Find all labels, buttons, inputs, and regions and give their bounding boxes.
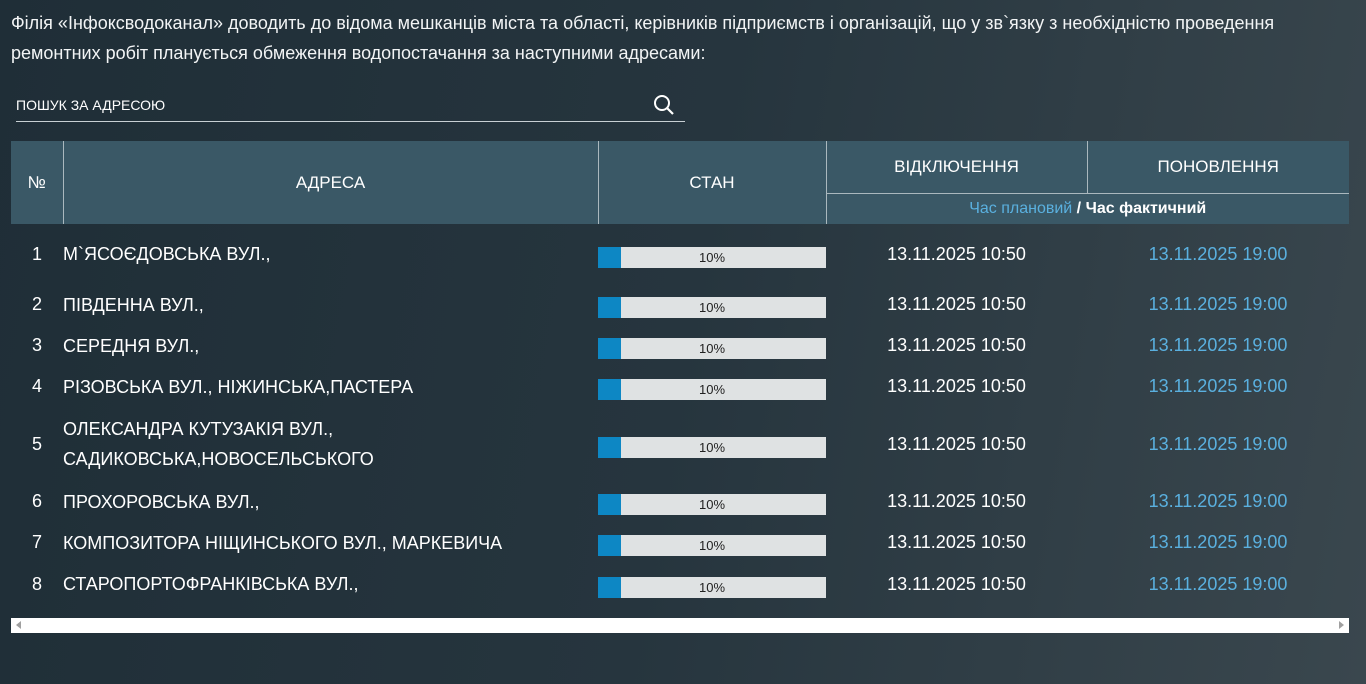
- table-row: 4 РІЗОВСЬКА ВУЛ., НІЖИНСЬКА,ПАСТЕРА 10% …: [11, 366, 1349, 407]
- table-row: 2 ПІВДЕННА ВУЛ., 10% 13.11.2025 10:50 13…: [11, 284, 1349, 325]
- row-status: 10%: [598, 366, 826, 407]
- row-status: 10%: [598, 284, 826, 325]
- table-row: 6 ПРОХОРОВСЬКА ВУЛ., 10% 13.11.2025 10:5…: [11, 481, 1349, 522]
- progress-fill: [598, 436, 621, 458]
- row-status: 10%: [598, 563, 826, 605]
- row-restore-time: 13.11.2025 19:00: [1148, 243, 1288, 264]
- header-num: №: [11, 141, 64, 224]
- row-restore-time: 13.11.2025 19:00: [1148, 491, 1288, 511]
- row-number: 8: [31, 573, 42, 594]
- progress-bar: 10%: [598, 576, 826, 598]
- row-address: СТАРОПОРТОФРАНКІВСЬКА ВУЛ.,: [63, 574, 359, 594]
- header-restore: ПОНОВЛЕННЯ: [1087, 141, 1349, 193]
- row-number: 1: [31, 243, 42, 264]
- row-number: 6: [31, 491, 42, 511]
- progress-fill: [598, 576, 621, 598]
- progress-fill: [598, 297, 621, 318]
- row-address: ПРОХОРОВСЬКА ВУЛ.,: [63, 491, 260, 512]
- table-row: 5 ОЛЕКСАНДРА КУТУЗАКІЯ ВУЛ., САДИКОВСЬКА…: [11, 407, 1349, 481]
- progress-bar: 10%: [598, 246, 826, 268]
- row-status: 10%: [598, 407, 826, 481]
- scroll-right-icon[interactable]: [1339, 621, 1344, 629]
- row-address: СЕРЕДНЯ ВУЛ.,: [63, 335, 200, 356]
- intro-text: Філія «Інфоксводоканал» доводить до відо…: [11, 13, 1275, 63]
- progress-fill: [598, 535, 621, 556]
- row-address: РІЗОВСЬКА ВУЛ., НІЖИНСЬКА,ПАСТЕРА: [63, 376, 414, 397]
- row-restore-time: 13.11.2025 19:00: [1148, 294, 1288, 314]
- table-row: 8 СТАРОПОРТОФРАНКІВСЬКА ВУЛ., 10% 13.11.…: [11, 563, 1349, 605]
- row-number: 4: [31, 376, 42, 396]
- header-status: СТАН: [598, 141, 827, 224]
- header-off: ВІДКЛЮЧЕННЯ: [826, 141, 1088, 193]
- row-address: ПІВДЕННА ВУЛ.,: [63, 294, 204, 315]
- scroll-left-icon[interactable]: [16, 621, 21, 629]
- row-off-time: 13.11.2025 10:50: [887, 573, 1026, 594]
- progress-fill: [598, 338, 621, 359]
- progress-fill: [598, 246, 621, 268]
- row-number: 5: [31, 433, 42, 454]
- row-off-time: 13.11.2025 10:50: [887, 491, 1026, 511]
- row-off-time: 13.11.2025 10:50: [887, 433, 1026, 454]
- actual-time-label: Час фактичний: [1085, 199, 1207, 217]
- row-restore-time: 13.11.2025 19:00: [1148, 376, 1288, 396]
- row-restore-time: 13.11.2025 19:00: [1148, 532, 1288, 552]
- progress-label: 10%: [698, 341, 726, 356]
- row-number: 7: [31, 532, 42, 552]
- row-address: М`ЯСОЄДОВСЬКА ВУЛ.,: [63, 244, 271, 264]
- search-icon[interactable]: [653, 94, 675, 116]
- planned-time-label: Час плановий: [969, 199, 1073, 217]
- progress-bar: 10%: [598, 338, 826, 359]
- row-off-time: 13.11.2025 10:50: [887, 532, 1026, 552]
- row-status: 10%: [598, 325, 826, 366]
- row-off-time: 13.11.2025 10:50: [887, 294, 1026, 314]
- time-legend: Час плановий / Час фактичний: [826, 192, 1349, 224]
- row-status: 10%: [598, 224, 826, 284]
- row-off-time: 13.11.2025 10:50: [887, 376, 1026, 396]
- progress-label: 10%: [698, 538, 726, 553]
- horizontal-scrollbar[interactable]: [11, 618, 1349, 633]
- separator: /: [1072, 199, 1086, 217]
- progress-bar: 10%: [598, 535, 826, 556]
- progress-label: 10%: [698, 579, 726, 595]
- header-address: АДРЕСА: [63, 141, 599, 224]
- row-address: ОЛЕКСАНДРА КУТУЗАКІЯ ВУЛ., САДИКОВСЬКА,Н…: [63, 419, 374, 469]
- row-address: КОМПОЗИТОРА НІЩИНСЬКОГО ВУЛ., МАРКЕВИЧА: [63, 532, 503, 553]
- progress-label: 10%: [698, 497, 726, 512]
- row-status: 10%: [598, 522, 826, 563]
- search-input[interactable]: [16, 96, 653, 113]
- search-box: [16, 88, 685, 122]
- progress-label: 10%: [698, 439, 726, 455]
- progress-label: 10%: [698, 382, 726, 397]
- table-row: 7 КОМПОЗИТОРА НІЩИНСЬКОГО ВУЛ., МАРКЕВИЧ…: [11, 522, 1349, 563]
- progress-bar: 10%: [598, 297, 826, 318]
- progress-fill: [598, 379, 621, 400]
- row-number: 2: [31, 294, 42, 314]
- row-restore-time: 13.11.2025 19:00: [1148, 573, 1288, 594]
- row-restore-time: 13.11.2025 19:00: [1148, 433, 1288, 454]
- progress-bar: 10%: [598, 379, 826, 400]
- row-status: 10%: [598, 481, 826, 522]
- outages-table: № АДРЕСА СТАН ВІДКЛЮЧЕННЯ ПОНОВЛЕННЯ Час…: [11, 141, 1349, 605]
- progress-fill: [598, 494, 621, 515]
- table-row: 3 СЕРЕДНЯ ВУЛ., 10% 13.11.2025 10:50 13.…: [11, 325, 1349, 366]
- row-restore-time: 13.11.2025 19:00: [1148, 335, 1288, 355]
- progress-label: 10%: [698, 300, 726, 315]
- row-off-time: 13.11.2025 10:50: [887, 243, 1026, 264]
- table-row: 1 М`ЯСОЄДОВСЬКА ВУЛ., 10% 13.11.2025 10:…: [11, 224, 1349, 284]
- progress-label: 10%: [698, 249, 726, 265]
- row-off-time: 13.11.2025 10:50: [887, 335, 1026, 355]
- progress-bar: 10%: [598, 436, 826, 458]
- row-number: 3: [31, 335, 42, 355]
- progress-bar: 10%: [598, 494, 826, 515]
